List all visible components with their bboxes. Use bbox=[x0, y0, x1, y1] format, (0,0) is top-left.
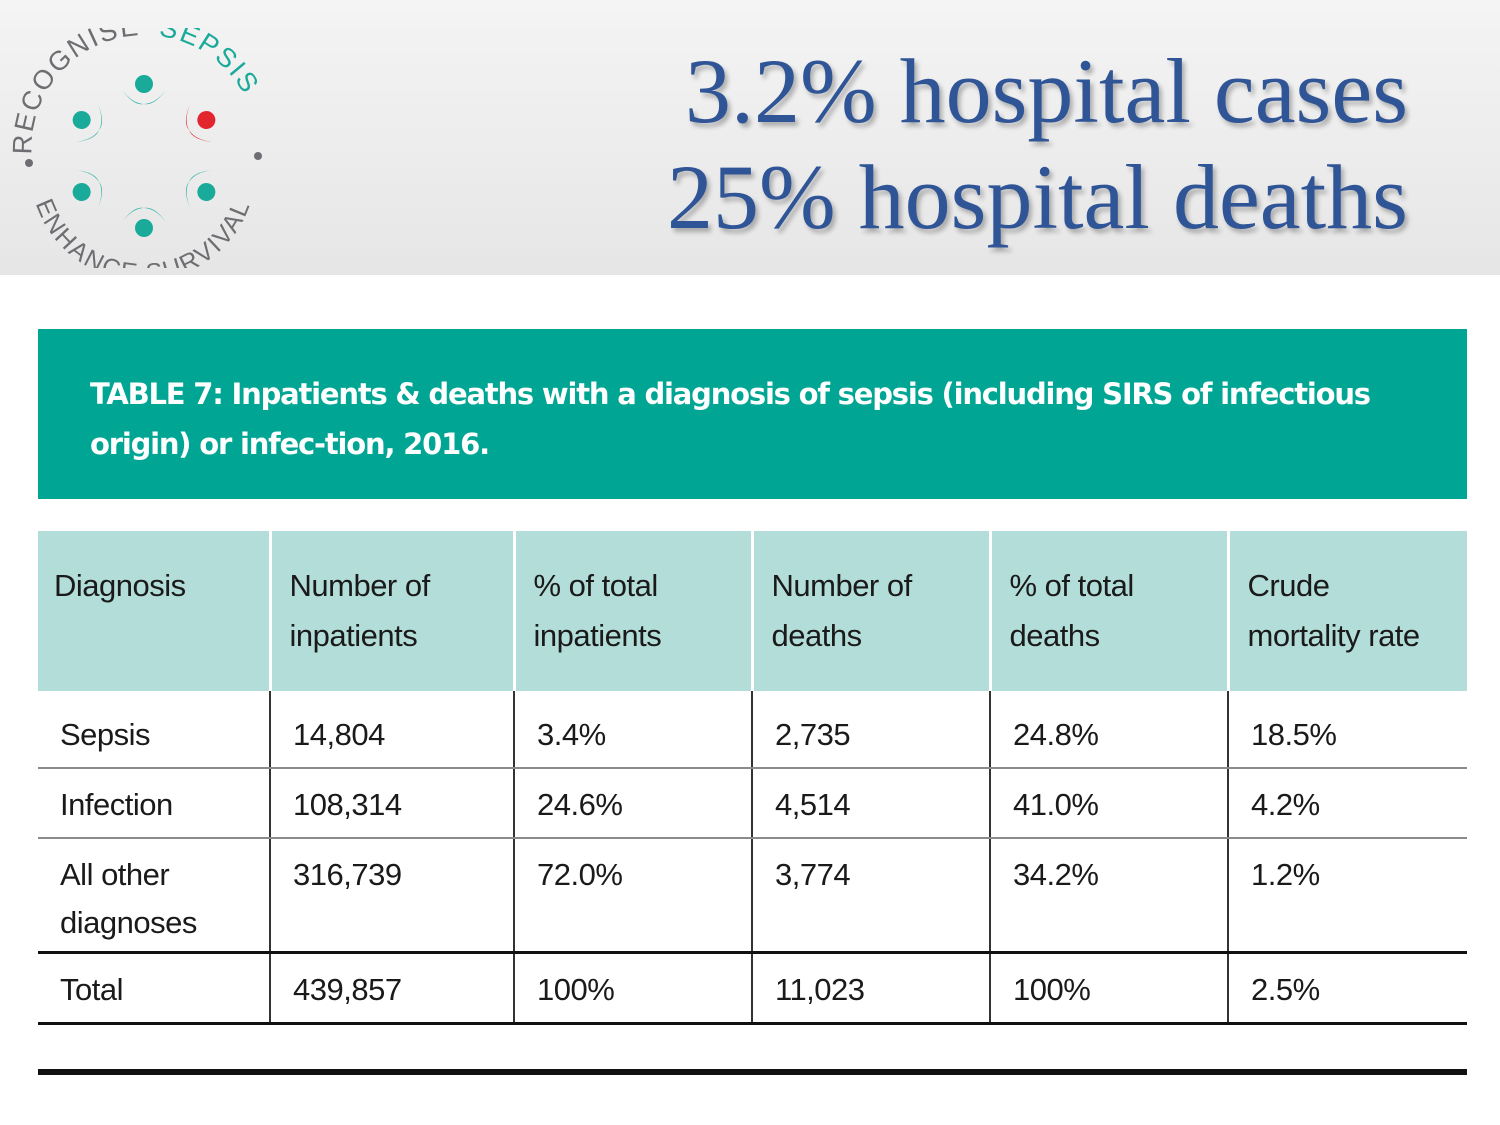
table-row-total: Total 439,857 100% 11,023 100% 2.5% bbox=[38, 951, 1467, 1025]
table-cell: 4.2% bbox=[1227, 768, 1467, 839]
table-cell: 4,514 bbox=[751, 768, 990, 839]
table-cell: 24.8% bbox=[989, 691, 1228, 769]
table-cell: All other diagnoses bbox=[38, 838, 270, 954]
table-caption-box: TABLE 7: Inpatients & deaths with a diag… bbox=[38, 329, 1467, 499]
table-cell: 11,023 bbox=[751, 951, 990, 1025]
title-line-cases: 3.2% hospital cases bbox=[684, 40, 1408, 142]
logo-dot-right bbox=[254, 152, 262, 160]
table-cell: 1.2% bbox=[1227, 838, 1467, 954]
sepsis-table: Diagnosis Number of inpatients % of tota… bbox=[38, 531, 1467, 1025]
table-header-row: Diagnosis Number of inpatients % of tota… bbox=[38, 531, 1467, 691]
table-cell: 316,739 bbox=[269, 838, 514, 954]
header-number-deaths: Number of deaths bbox=[750, 531, 990, 691]
table-row-infection: Infection 108,314 24.6% 4,514 41.0% 4.2% bbox=[38, 768, 1467, 839]
table-cell: 439,857 bbox=[269, 951, 514, 1025]
table-cell: 3.4% bbox=[513, 691, 752, 769]
svg-text:RECOGNISE SEPSIS: RECOGNISE SEPSIS bbox=[10, 28, 266, 155]
header-number-inpatients: Number of inpatients bbox=[268, 531, 514, 691]
table-cell: 41.0% bbox=[989, 768, 1228, 839]
logo-text-sepsis: SEPSIS bbox=[157, 28, 265, 99]
bottom-rule bbox=[38, 1069, 1467, 1075]
table-cell: Total bbox=[38, 951, 270, 1025]
table-cell: 18.5% bbox=[1227, 691, 1467, 769]
logo-figures-ring bbox=[72, 75, 216, 237]
table-row-sepsis: Sepsis 14,804 3.4% 2,735 24.8% 18.5% bbox=[38, 691, 1467, 769]
table-cell: 34.2% bbox=[989, 838, 1228, 954]
table-cell: 2,735 bbox=[751, 691, 990, 769]
table-cell: 24.6% bbox=[513, 768, 752, 839]
table-cell: 108,314 bbox=[269, 768, 514, 839]
header-pct-deaths: % of total deaths bbox=[988, 531, 1228, 691]
table-cell: Infection bbox=[38, 768, 270, 839]
table-cell: 14,804 bbox=[269, 691, 514, 769]
table-row-all-other: All other diagnoses 316,739 72.0% 3,774 … bbox=[38, 838, 1467, 954]
table-cell: Sepsis bbox=[38, 691, 270, 769]
table-cell: 100% bbox=[513, 951, 752, 1025]
table-cell: 3,774 bbox=[751, 838, 990, 954]
logo-dot-left bbox=[25, 159, 33, 167]
header-crude-mortality: Crude mortality rate bbox=[1226, 531, 1467, 691]
table-cell: 72.0% bbox=[513, 838, 752, 954]
header-band bbox=[0, 0, 1500, 275]
title-line-deaths: 25% hospital deaths bbox=[667, 146, 1408, 248]
table-cell: 2.5% bbox=[1227, 951, 1467, 1025]
table-cell: 100% bbox=[989, 951, 1228, 1025]
header-pct-inpatients: % of total inpatients bbox=[512, 531, 752, 691]
logo-text-recognise: RECOGNISE bbox=[10, 28, 142, 155]
slide-title: 3.2% hospital cases 25% hospital deaths bbox=[667, 38, 1408, 250]
recognise-sepsis-logo: RECOGNISE SEPSIS ENHANCE SURVIVAL bbox=[10, 28, 266, 268]
table-caption: TABLE 7: Inpatients & deaths with a diag… bbox=[90, 377, 1371, 461]
header-diagnosis: Diagnosis bbox=[38, 531, 270, 691]
